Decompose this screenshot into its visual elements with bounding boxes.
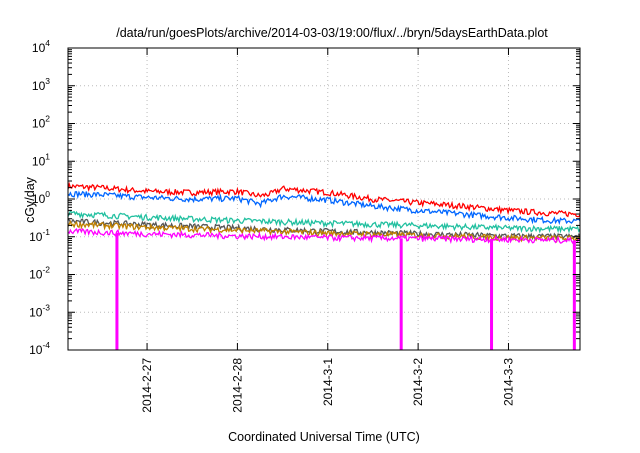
dropout-spike bbox=[490, 239, 494, 350]
y-tick-label: 10-3 bbox=[29, 302, 50, 319]
x-tick-label: 2014-2-28 bbox=[230, 358, 244, 413]
series-line-1 bbox=[68, 181, 580, 218]
y-tick-label: 101 bbox=[32, 151, 50, 168]
x-tick-label: 2014-3-3 bbox=[501, 358, 515, 406]
x-tick-label: 2014-2-27 bbox=[140, 358, 154, 413]
dropout-spike bbox=[115, 232, 119, 350]
chart-title: /data/run/goesPlots/archive/2014-03-03/1… bbox=[116, 26, 548, 40]
y-tick-label: 10-2 bbox=[29, 265, 50, 282]
x-tick-labels: 2014-2-27 2014-2-28 2014-3-1 2014-3-2 2014-3… bbox=[140, 358, 515, 413]
y-tick-labels: 10-4 10-3 10-2 10-1 100 101 102 103 104 bbox=[29, 38, 50, 357]
series-line-3 bbox=[68, 209, 580, 234]
axis-ticks bbox=[68, 47, 580, 351]
y-tick-label: 100 bbox=[32, 189, 50, 206]
y-axis-label: cGy/day bbox=[23, 176, 37, 223]
y-tick-label: 103 bbox=[32, 76, 50, 93]
dropout-spike bbox=[572, 240, 576, 350]
y-tick-label: 102 bbox=[32, 114, 50, 131]
x-tick-label: 2014-3-2 bbox=[411, 358, 425, 406]
y-tick-label: 10-4 bbox=[29, 340, 50, 357]
y-tick-label: 10-1 bbox=[29, 227, 50, 244]
series-line-6 bbox=[68, 227, 580, 245]
x-axis-label: Coordinated Universal Time (UTC) bbox=[228, 430, 420, 444]
series-layer bbox=[68, 181, 580, 350]
dropout-spike bbox=[399, 238, 403, 350]
series-line-2 bbox=[68, 190, 580, 225]
y-tick-label: 104 bbox=[32, 38, 50, 55]
x-tick-label: 2014-3-1 bbox=[321, 358, 335, 406]
